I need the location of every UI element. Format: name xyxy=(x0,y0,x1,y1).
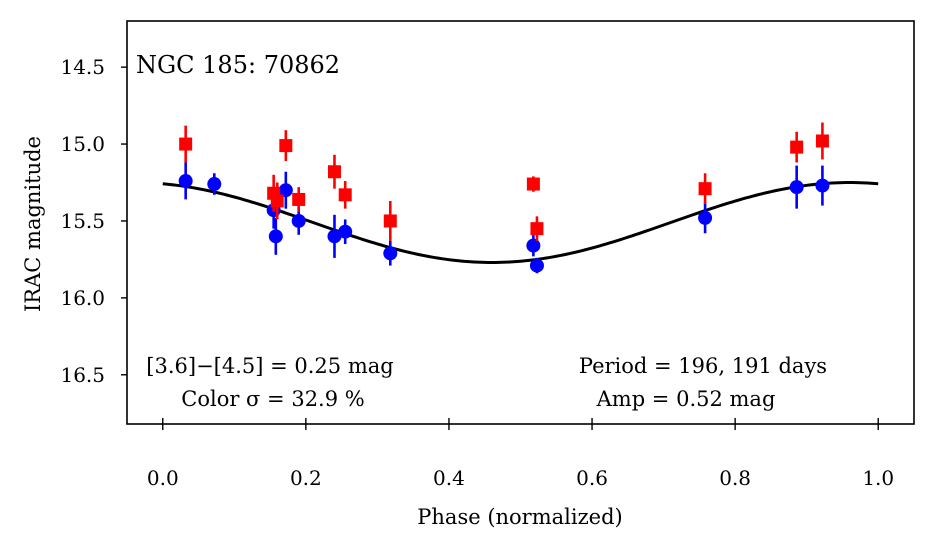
x-tick-label: 0.8 xyxy=(719,466,751,490)
fit-layer xyxy=(162,181,879,264)
y-tick-label: 15.0 xyxy=(60,132,105,156)
plot-frame xyxy=(126,20,915,425)
data-point-square xyxy=(698,182,712,196)
y-axis-label: IRAC magnitude xyxy=(21,136,45,312)
data-point-square xyxy=(383,214,397,228)
fit-curve xyxy=(162,181,879,264)
x-tick-label: 0.6 xyxy=(576,466,608,490)
data-point-square xyxy=(790,140,804,154)
data-point-square xyxy=(530,222,544,236)
data-point-circle xyxy=(383,246,398,261)
data-point-square xyxy=(179,137,193,151)
y-tick-label: 16.0 xyxy=(60,286,105,310)
x-tick-label: 0.4 xyxy=(433,466,465,490)
points-layer xyxy=(178,122,830,274)
data-point-square xyxy=(815,134,829,148)
x-axis-label: Phase (normalized) xyxy=(417,505,622,529)
x-tick-label: 0.2 xyxy=(290,466,322,490)
data-point-circle xyxy=(327,229,342,244)
chart-title: NGC 185: 70862 xyxy=(136,51,340,79)
data-point-circle xyxy=(698,210,713,225)
data-point-square xyxy=(327,165,341,179)
y-tick-label: 14.5 xyxy=(60,55,105,79)
data-point-square xyxy=(270,194,284,208)
data-point-circle xyxy=(526,238,541,253)
data-point-square xyxy=(526,177,540,191)
y-axis: 14.5 15.0 15.5 16.0 16.5 xyxy=(60,55,127,387)
data-point-square xyxy=(279,139,293,153)
data-point-circle xyxy=(278,183,293,198)
data-point-circle xyxy=(815,178,830,193)
data-point-circle xyxy=(207,177,222,192)
color-sigma-annotation: Color σ = 32.9 % xyxy=(181,387,364,411)
data-point-circle xyxy=(529,258,544,273)
amplitude-annotation: Amp = 0.52 mag xyxy=(596,387,776,411)
data-point-circle xyxy=(268,229,283,244)
y-tick-label: 16.5 xyxy=(60,363,105,387)
data-point-square xyxy=(292,192,306,206)
x-tick-label: 0.0 xyxy=(147,466,179,490)
period-annotation: Period = 196, 191 days xyxy=(579,354,827,378)
x-axis: 0.0 0.2 0.4 0.6 0.8 1.0 xyxy=(147,418,894,490)
data-point-circle xyxy=(178,173,193,188)
data-point-circle xyxy=(291,213,306,228)
color-index-annotation: [3.6]−[4.5] = 0.25 mag xyxy=(146,354,393,378)
data-point-circle xyxy=(338,224,353,239)
y-tick-label: 15.5 xyxy=(60,209,105,233)
data-point-circle xyxy=(789,180,804,195)
data-point-square xyxy=(338,188,352,202)
x-tick-label: 1.0 xyxy=(862,466,894,490)
